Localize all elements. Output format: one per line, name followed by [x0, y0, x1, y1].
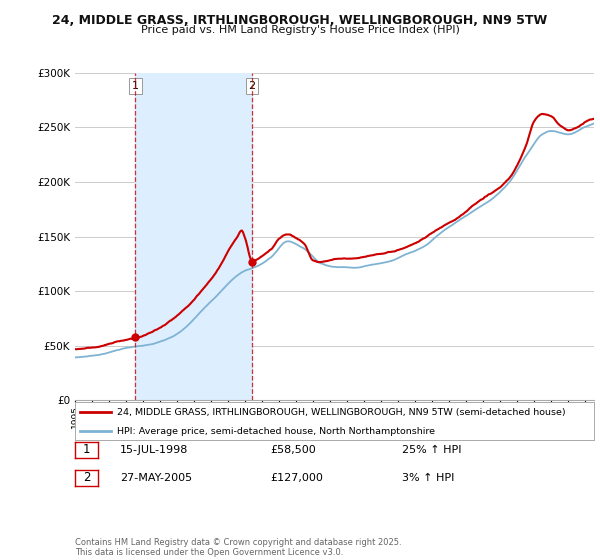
Text: 24, MIDDLE GRASS, IRTHLINGBOROUGH, WELLINGBOROUGH, NN9 5TW (semi-detached house): 24, MIDDLE GRASS, IRTHLINGBOROUGH, WELLI…: [116, 408, 565, 417]
Text: 2: 2: [248, 81, 256, 91]
Text: £58,500: £58,500: [270, 445, 316, 455]
Text: 25% ↑ HPI: 25% ↑ HPI: [402, 445, 461, 455]
Text: 1: 1: [83, 443, 90, 456]
Text: 27-MAY-2005: 27-MAY-2005: [120, 473, 192, 483]
Text: 3% ↑ HPI: 3% ↑ HPI: [402, 473, 454, 483]
Text: 24, MIDDLE GRASS, IRTHLINGBOROUGH, WELLINGBOROUGH, NN9 5TW: 24, MIDDLE GRASS, IRTHLINGBOROUGH, WELLI…: [52, 14, 548, 27]
Text: Price paid vs. HM Land Registry's House Price Index (HPI): Price paid vs. HM Land Registry's House …: [140, 25, 460, 35]
Text: 15-JUL-1998: 15-JUL-1998: [120, 445, 188, 455]
Text: 1: 1: [132, 81, 139, 91]
Text: £127,000: £127,000: [270, 473, 323, 483]
Text: HPI: Average price, semi-detached house, North Northamptonshire: HPI: Average price, semi-detached house,…: [116, 427, 434, 436]
Text: 2: 2: [83, 471, 90, 484]
Bar: [135, 73, 252, 400]
Text: Contains HM Land Registry data © Crown copyright and database right 2025.
This d: Contains HM Land Registry data © Crown c…: [75, 538, 401, 557]
